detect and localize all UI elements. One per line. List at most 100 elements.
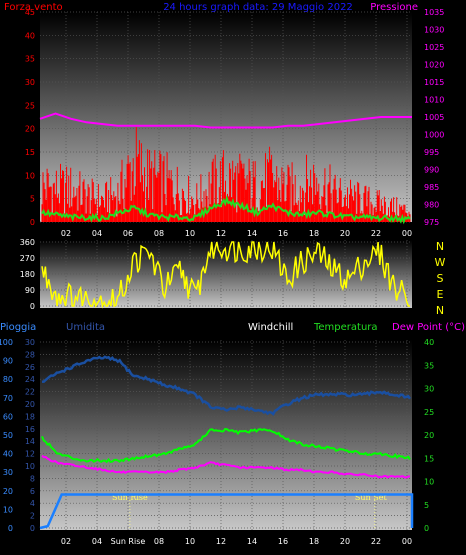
x-tick-label: 22 — [371, 229, 381, 238]
humidity-tick-label: 6 — [30, 487, 35, 496]
rain-tick-label: 30 — [3, 468, 13, 477]
temperature-label: Temperatura — [313, 322, 378, 333]
pressure-axis-title: Pressione — [370, 2, 418, 13]
direction-tick-label: 0 — [30, 302, 35, 311]
wind-tick-label: 20 — [25, 125, 35, 134]
wind-series — [39, 112, 412, 225]
temperature-plot-area — [40, 340, 412, 530]
rain-tick-label: 0 — [8, 524, 13, 533]
temp-tick-label: 30 — [424, 385, 434, 394]
humidity-tick-label: 2 — [30, 512, 35, 521]
temperature-series: Sun Rise Sun Set — [39, 355, 414, 530]
sunrise-label: Sun Rise — [112, 493, 148, 502]
wind-tick-label: 10 — [25, 171, 35, 180]
pressure-tick-label: 995 — [424, 148, 439, 157]
average-wind-series — [41, 195, 411, 225]
x-tick-label: 06 — [123, 229, 133, 238]
pressure-tick-label: 985 — [424, 183, 439, 192]
humidity-tick-label: 14 — [25, 437, 35, 446]
x-tick-label: 14 — [247, 229, 257, 238]
humidity-tick-label: 12 — [25, 450, 35, 459]
humidity-tick-label: 28 — [25, 350, 35, 359]
direction-tick-label: 90 — [25, 286, 35, 295]
x-tick-label: 00 — [402, 229, 412, 238]
x-tick-label: 02 — [61, 229, 71, 238]
wind-tick-label: 15 — [25, 148, 35, 157]
x-tick-label: 04 — [92, 537, 102, 546]
rain-tick-label: 100 — [0, 338, 13, 347]
x-tick-label: 14 — [247, 537, 257, 546]
humidity-tick-label: 20 — [25, 400, 35, 409]
x-tick-label: 12 — [216, 537, 226, 546]
temperature-series — [41, 427, 411, 464]
humidity-tick-label: 24 — [25, 375, 35, 384]
compass-label: N — [436, 240, 444, 253]
temp-tick-label: 5 — [424, 501, 429, 510]
x-tick-label: 02 — [61, 537, 71, 546]
temp-tick-label: 0 — [424, 524, 429, 533]
pressure-tick-label: 1010 — [424, 96, 444, 105]
humidity-tick-label: 8 — [30, 474, 35, 483]
compass-label: S — [437, 272, 444, 285]
temp-tick-label: 10 — [424, 478, 434, 487]
x-tick-label: 10 — [185, 229, 195, 238]
rain-axis-title: Pioggia — [0, 322, 36, 333]
chart-title: 24 hours graph data: 29 Maggio 2022 — [163, 2, 353, 13]
wind-axis-title: Forza vento — [4, 2, 63, 13]
temp-tick-label: 40 — [424, 338, 434, 347]
x-tick-label: 04 — [92, 229, 102, 238]
wind-x-ticks: 02 04 06 08 10 12 14 16 18 20 22 00 — [61, 229, 412, 238]
wind-tick-label: 35 — [25, 55, 35, 64]
rain-series — [39, 493, 414, 530]
x-tick-label: 16 — [278, 229, 288, 238]
x-tick-label: 18 — [309, 229, 319, 238]
x-tick-label: 16 — [278, 537, 288, 546]
pressure-tick-label: 990 — [424, 166, 439, 175]
humidity-tick-label: 4 — [30, 499, 35, 508]
rain-tick-label: 40 — [3, 450, 13, 459]
direction-tick-label: 360 — [20, 238, 35, 247]
humidity-tick-label: 10 — [25, 462, 35, 471]
rain-tick-label: 10 — [3, 505, 13, 514]
x-tick-label: 08 — [154, 229, 164, 238]
x-tick-label: Sun Rise — [111, 537, 146, 546]
pressure-tick-label: 1025 — [424, 43, 444, 52]
wind-tick-label: 25 — [25, 101, 35, 110]
pressure-tick-label: 1030 — [424, 26, 444, 35]
humidity-tick-label: 16 — [25, 425, 35, 434]
x-tick-label: 22 — [371, 537, 381, 546]
direction-series — [41, 241, 410, 309]
direction-tick-label: 180 — [20, 270, 35, 279]
dewpoint-series — [41, 454, 411, 479]
pressure-tick-label: 975 — [424, 218, 439, 227]
pressure-tick-label: 1035 — [424, 8, 444, 17]
pressure-tick-label: 1005 — [424, 113, 444, 122]
x-tick-label: 20 — [340, 229, 350, 238]
rain-tick-label: 80 — [3, 375, 13, 384]
pressure-tick-label: 980 — [424, 201, 439, 210]
temp-tick-label: 20 — [424, 431, 434, 440]
compass-label: N — [436, 304, 444, 317]
rain-tick-label: 90 — [3, 357, 13, 366]
wind-tick-label: 40 — [25, 31, 35, 40]
direction-y-ticks: 360 270 180 90 0 — [20, 238, 35, 311]
humidity-tick-label: 26 — [25, 363, 35, 372]
rain-tick-label: 20 — [3, 487, 13, 496]
x-tick-label: 12 — [216, 229, 226, 238]
humidity-tick-label: 30 — [25, 338, 35, 347]
humidity-tick-label: 18 — [25, 412, 35, 421]
humidity-series — [41, 355, 412, 416]
x-tick-label: 18 — [309, 537, 319, 546]
temp-tick-label: 35 — [424, 361, 434, 370]
wind-tick-label: 30 — [25, 78, 35, 87]
x-tick-label: 00 — [402, 537, 412, 546]
temp-tick-label: 25 — [424, 408, 434, 417]
dewpoint-label: Dew Point (°C) — [392, 322, 465, 333]
rain-tick-label: 60 — [3, 412, 13, 421]
x-tick-label: 10 — [185, 537, 195, 546]
pressure-tick-label: 1015 — [424, 78, 444, 87]
